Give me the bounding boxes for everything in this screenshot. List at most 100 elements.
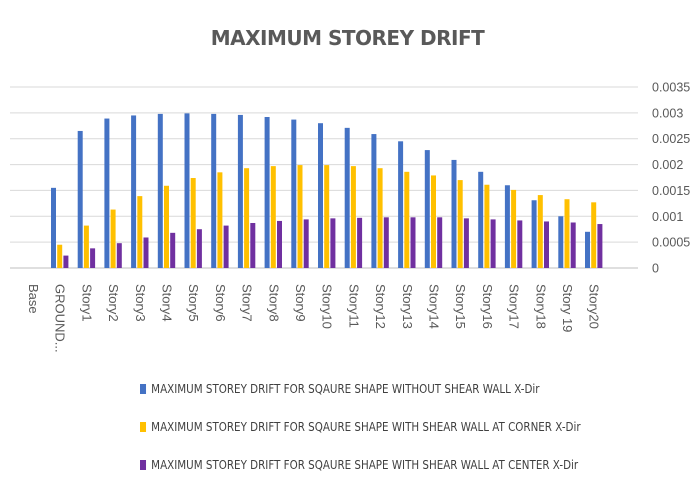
bar-1 — [451, 159, 457, 268]
bar-3 — [544, 221, 549, 268]
y-tick-label: 0.0035 — [652, 81, 690, 95]
bar-2 — [297, 165, 303, 268]
bar-2 — [83, 225, 89, 268]
bar-1 — [344, 127, 350, 269]
bar-3 — [383, 217, 389, 268]
bar-2 — [431, 175, 436, 268]
legend-swatch — [140, 384, 147, 394]
bar-3 — [196, 229, 202, 268]
bar-1 — [184, 113, 190, 268]
x-tick-label: Story12 — [373, 284, 388, 329]
bar-1 — [211, 113, 217, 269]
bar-2 — [511, 189, 517, 268]
chart-title: MAXIMUM STOREY DRIFT — [210, 26, 485, 50]
legend-item: MAXIMUM STOREY DRIFT FOR SQAURE SHAPE WI… — [140, 420, 581, 434]
bar-1 — [157, 113, 163, 269]
bar-1 — [318, 123, 323, 268]
bar-2 — [164, 185, 169, 268]
bar-2 — [404, 171, 410, 268]
bar-2 — [324, 165, 330, 268]
bar-2 — [57, 244, 63, 268]
bar-3 — [250, 223, 256, 268]
x-tick-label: Story1 — [79, 284, 94, 322]
x-tick-label: Story16 — [480, 284, 495, 329]
bar-3 — [570, 222, 576, 268]
bar-3 — [357, 217, 363, 268]
x-tick-label: Story6 — [213, 284, 228, 322]
x-tick-label: Story7 — [240, 284, 255, 322]
bar-2 — [457, 180, 463, 268]
bar-2 — [537, 195, 543, 268]
bar-3 — [597, 224, 603, 268]
bar-1 — [531, 200, 537, 268]
x-tick-label: Story11 — [346, 284, 361, 328]
y-tick-label: 0.0025 — [652, 132, 690, 146]
x-tick-label: Story5 — [186, 284, 201, 322]
y-tick-label: 0.0015 — [652, 184, 690, 198]
x-tick-label: Story3 — [133, 284, 148, 322]
x-tick-label: Story 19 — [560, 284, 575, 332]
x-tick-label: Story13 — [400, 284, 415, 329]
bar-2 — [244, 168, 250, 268]
x-tick-label: Story20 — [587, 284, 602, 329]
x-tick-label: Story14 — [427, 284, 442, 329]
bar-1 — [398, 141, 404, 268]
legend-label: MAXIMUM STOREY DRIFT FOR SQAURE SHAPE WI… — [151, 458, 579, 472]
legend-swatch — [140, 422, 147, 432]
bar-3 — [410, 217, 416, 268]
bar-3 — [303, 219, 309, 268]
x-tick-label: Story18 — [533, 284, 548, 329]
x-tick-label: Story4 — [160, 284, 175, 322]
bar-3 — [330, 218, 336, 268]
bar-1 — [131, 115, 137, 268]
bar-2 — [591, 202, 597, 268]
bar-2 — [484, 184, 490, 268]
x-tick-label: Story2 — [106, 284, 121, 322]
x-tick-label: Base — [26, 284, 41, 314]
x-tick-label: Story15 — [453, 284, 468, 329]
x-tick-label: GROUND... — [53, 284, 68, 353]
bar-3 — [223, 225, 229, 268]
bar-2 — [564, 199, 570, 268]
legend-item: MAXIMUM STOREY DRIFT FOR SQAURE SHAPE WI… — [140, 382, 540, 396]
bar-1 — [51, 187, 56, 268]
bar-2 — [190, 178, 196, 268]
bar-1 — [585, 231, 590, 268]
bar-1 — [504, 185, 510, 268]
bar-1 — [371, 134, 377, 268]
bar-2 — [137, 196, 143, 268]
bar-2 — [350, 166, 356, 268]
bar-2 — [217, 172, 223, 268]
y-tick-label: 0.002 — [652, 158, 683, 172]
y-tick-label: 0.0005 — [652, 236, 690, 250]
bar-1 — [424, 150, 430, 268]
x-tick-label: Story9 — [293, 284, 308, 322]
bar-3 — [170, 232, 176, 268]
x-tick-label: Story8 — [266, 284, 281, 322]
bar-1 — [237, 114, 243, 268]
bar-3 — [490, 219, 496, 268]
bar-3 — [463, 218, 469, 268]
x-tick-label: Story17 — [507, 284, 522, 329]
bar-3 — [90, 248, 96, 268]
bar-3 — [437, 217, 443, 268]
bar-1 — [104, 118, 110, 268]
bar-2 — [377, 168, 383, 268]
bar-1 — [291, 119, 297, 268]
y-tick-label: 0.001 — [652, 210, 683, 224]
bar-2 — [270, 166, 276, 268]
legend-label: MAXIMUM STOREY DRIFT FOR SQAURE SHAPE WI… — [151, 420, 581, 434]
bar-3 — [517, 220, 523, 268]
bar-3 — [277, 220, 282, 268]
bar-1 — [558, 216, 564, 268]
bar-1 — [77, 130, 83, 268]
y-tick-label: 0 — [652, 262, 659, 276]
x-tick-label: Story10 — [320, 284, 335, 329]
legend-item: MAXIMUM STOREY DRIFT FOR SQAURE SHAPE WI… — [140, 458, 578, 472]
bar-1 — [264, 116, 270, 268]
bar-2 — [110, 209, 116, 268]
bar-3 — [116, 243, 122, 268]
bar-1 — [478, 171, 484, 268]
